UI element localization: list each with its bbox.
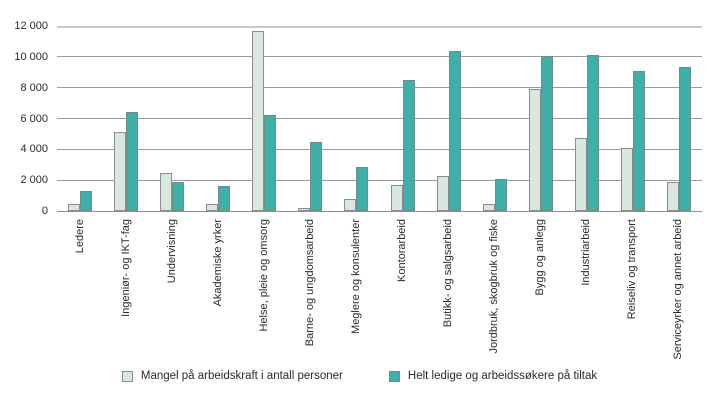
bar-mangel <box>298 207 311 211</box>
bar-mangel <box>482 204 495 211</box>
bar-mangel <box>68 204 81 211</box>
legend-swatch-ledige <box>388 370 400 382</box>
y-tick-label: 2 000 <box>20 174 48 187</box>
category-label: Butikk- og salgsarbeid <box>442 219 455 328</box>
category-label: Meglere og konsulenter <box>349 219 362 334</box>
y-tick-label: 10 000 <box>14 50 48 63</box>
bar-ledige <box>540 56 553 211</box>
plot-area: 12 000 10 000 8 000 6 000 4 000 2 000 0 Ledere I… <box>14 20 702 360</box>
bar-mangel <box>528 89 541 211</box>
y-tick-label: 6 000 <box>20 112 48 125</box>
bar-mangel <box>390 184 403 211</box>
bar-ledige <box>678 66 691 211</box>
bar-ledige <box>218 185 231 211</box>
bar-mangel <box>436 176 449 211</box>
gridline <box>57 118 702 119</box>
legend: Mangel på arbeidskraft i antall personer… <box>0 370 719 382</box>
y-tick-label: 8 000 <box>20 81 48 94</box>
gridline <box>57 56 702 58</box>
bar-ledige <box>586 55 599 211</box>
bar-ledige <box>356 167 369 211</box>
gridline <box>57 179 702 181</box>
gridline <box>57 210 702 212</box>
legend-swatch-mangel <box>121 370 133 382</box>
bar-mangel <box>574 137 587 211</box>
category-label: Serviceyrker og annet arbeid <box>672 219 685 360</box>
category-label: Ingeniør- og IKT-fag <box>119 219 132 317</box>
bar-ledige <box>80 190 93 211</box>
gridline <box>57 148 702 150</box>
y-tick-label: 12 000 <box>14 20 48 32</box>
category-label: Undervisning <box>165 219 178 284</box>
bar-ledige <box>126 111 139 211</box>
y-tick-label: 0 <box>41 205 48 217</box>
bar-mangel <box>206 204 219 211</box>
bar-ledige <box>402 79 415 211</box>
bar-ledige <box>632 71 645 211</box>
category-label: Akademiske yrker <box>211 219 224 307</box>
category-label: Bygg og anlegg <box>534 219 547 296</box>
bar-ledige <box>172 181 185 211</box>
bar-mangel <box>620 147 633 211</box>
category-label: Kontorarbeid <box>396 219 409 282</box>
bar-ledige <box>264 115 277 211</box>
bar-mangel <box>252 30 265 211</box>
category-label: Ledere <box>73 219 86 254</box>
bar-mangel <box>666 182 679 211</box>
legend-label-mangel: Mangel på arbeidskraft i antall personer <box>140 370 343 382</box>
legend-item-mangel: Mangel på arbeidskraft i antall personer <box>121 370 343 382</box>
category-label: Barne- og ungdomsarbeid <box>303 219 316 347</box>
gridline <box>57 87 702 89</box>
category-label: Industriarbeid <box>580 219 593 286</box>
bar-mangel <box>160 173 173 211</box>
category-label: Jordbruk, skogbruk og fiske <box>488 219 501 354</box>
gridline <box>57 26 702 28</box>
y-tick-label: 4 000 <box>20 143 48 156</box>
bar-ledige <box>448 50 461 211</box>
legend-label-ledige: Helt ledige og arbeidssøkere på tiltak <box>407 370 598 382</box>
category-label: Reiseliv og transport <box>626 219 639 320</box>
category-label: Helse, pleie og omsorg <box>257 219 270 332</box>
legend-item-ledige: Helt ledige og arbeidssøkere på tiltak <box>388 370 598 382</box>
bar-ledige <box>310 141 323 211</box>
bar-ledige <box>494 179 507 211</box>
bar-mangel <box>114 131 127 211</box>
bar-mangel <box>344 198 357 211</box>
